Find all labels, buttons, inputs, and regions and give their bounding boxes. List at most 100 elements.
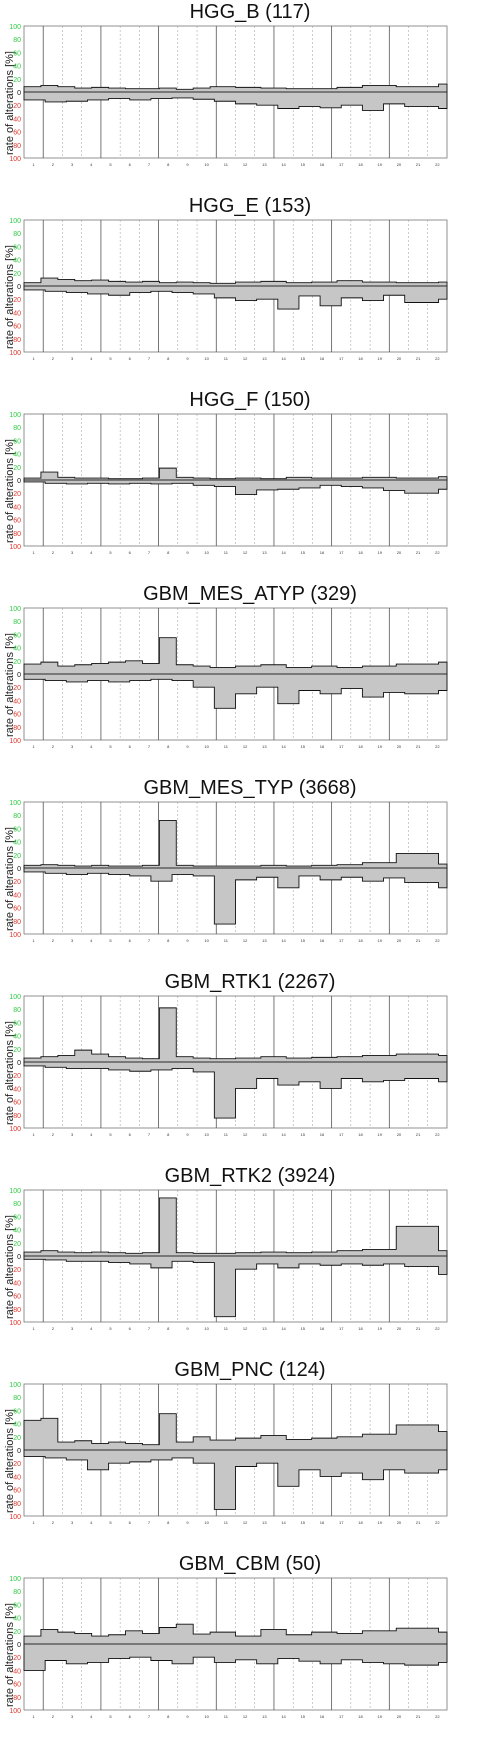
x-tick-label: 19 bbox=[377, 1520, 382, 1525]
x-tick-label: 2 bbox=[52, 550, 55, 555]
x-tick-label: 8 bbox=[167, 1132, 170, 1137]
loss-area bbox=[23, 673, 448, 709]
loss-area bbox=[23, 1643, 448, 1671]
chart-panel: GBM_RTK1 (2267) rate of alterations [%] 10… bbox=[0, 970, 500, 1166]
x-tick-label: 8 bbox=[167, 550, 170, 555]
x-tick-label: 20 bbox=[397, 550, 402, 555]
x-tick-label: 21 bbox=[416, 1132, 421, 1137]
x-tick-label: 20 bbox=[397, 1520, 402, 1525]
x-tick-label: 6 bbox=[129, 1520, 132, 1525]
x-tick-label: 14 bbox=[281, 744, 286, 749]
y-tick-label: 20 bbox=[13, 1629, 21, 1636]
x-tick-label: 7 bbox=[148, 1520, 151, 1525]
x-tick-label: 4 bbox=[90, 550, 93, 555]
x-tick-label: 19 bbox=[377, 1132, 382, 1137]
chart-title: GBM_MES_TYP (3668) bbox=[143, 777, 357, 799]
x-tick-label: 13 bbox=[262, 744, 267, 749]
x-tick-label: 11 bbox=[224, 1520, 229, 1525]
x-tick-label: 22 bbox=[435, 356, 440, 361]
x-tick-label: 17 bbox=[339, 356, 344, 361]
y-tick-label: 20 bbox=[13, 297, 21, 304]
loss-area bbox=[23, 285, 448, 310]
x-tick-label: 2 bbox=[52, 1520, 55, 1525]
x-tick-label: 15 bbox=[301, 938, 306, 943]
x-tick-label: 19 bbox=[377, 1714, 382, 1719]
x-tick-label: 15 bbox=[301, 1520, 306, 1525]
x-tick-label: 17 bbox=[339, 938, 344, 943]
x-tick-label: 11 bbox=[224, 1326, 229, 1331]
x-tick-label: 17 bbox=[339, 744, 344, 749]
x-tick-label: 5 bbox=[109, 162, 112, 167]
y-tick-label: 80 bbox=[13, 813, 21, 820]
chart-title: GBM_PNC (124) bbox=[174, 1359, 326, 1381]
x-tick-label: 12 bbox=[243, 938, 248, 943]
x-tick-label: 6 bbox=[129, 744, 132, 749]
x-tick-label: 13 bbox=[262, 162, 267, 167]
x-tick-label: 17 bbox=[339, 1520, 344, 1525]
gain-area bbox=[23, 1623, 448, 1645]
x-tick-label: 16 bbox=[320, 1520, 325, 1525]
gain-area bbox=[23, 1007, 448, 1063]
chart-title: HGG_E (153) bbox=[188, 195, 312, 217]
y-tick-label: 20 bbox=[13, 1267, 21, 1274]
x-tick-label: 11 bbox=[224, 550, 229, 555]
x-tick-label: 15 bbox=[301, 1132, 306, 1137]
y-tick-label: 60 bbox=[13, 1682, 21, 1689]
y-tick-label: 60 bbox=[13, 632, 21, 639]
x-tick-label: 22 bbox=[435, 550, 440, 555]
x-tick-label: 12 bbox=[243, 1714, 248, 1719]
x-tick-label: 16 bbox=[320, 1132, 325, 1137]
chart-panel: GBM_CBM (50) rate of alterations [%] 100 80… bbox=[0, 1552, 500, 1748]
y-tick-label: 80 bbox=[13, 1695, 21, 1702]
x-tick-label: 9 bbox=[186, 162, 189, 167]
chart-panel: GBM_MES_ATYP (329) rate of alterations [%… bbox=[0, 582, 500, 778]
y-tick-label: 80 bbox=[13, 231, 21, 238]
x-tick-label: 22 bbox=[435, 1714, 440, 1719]
x-tick-label: 16 bbox=[320, 550, 325, 555]
y-tick-label: 20 bbox=[13, 465, 21, 472]
x-tick-label: 14 bbox=[281, 1132, 286, 1137]
x-tick-label: 2 bbox=[52, 1132, 55, 1137]
y-tick-label: 40 bbox=[13, 1228, 21, 1235]
x-tick-label: 12 bbox=[243, 162, 248, 167]
x-tick-label: 13 bbox=[262, 938, 267, 943]
y-tick-label: 20 bbox=[13, 685, 21, 692]
x-tick-label: 3 bbox=[71, 1520, 74, 1525]
y-tick-label: 60 bbox=[13, 1602, 21, 1609]
x-tick-label: 15 bbox=[301, 550, 306, 555]
x-tick-label: 3 bbox=[71, 1714, 74, 1719]
x-tick-label: 9 bbox=[186, 550, 189, 555]
y-tick-label: 0 bbox=[17, 866, 21, 873]
x-tick-label: 8 bbox=[167, 1520, 170, 1525]
y-tick-label: 20 bbox=[13, 853, 21, 860]
chart-panel: HGG_E (153) rate of alterations [%] 100 80 6… bbox=[0, 194, 500, 390]
y-tick-label: 20 bbox=[13, 1655, 21, 1662]
chart-title: HGG_F (150) bbox=[189, 389, 311, 411]
y-tick-label: 20 bbox=[13, 77, 21, 84]
x-tick-label: 3 bbox=[71, 1326, 74, 1331]
x-tick-label: 2 bbox=[52, 356, 55, 361]
y-tick-label: 60 bbox=[13, 518, 21, 525]
y-tick-label: 80 bbox=[13, 37, 21, 44]
x-tick-label: 9 bbox=[186, 1326, 189, 1331]
x-tick-label: 15 bbox=[301, 744, 306, 749]
x-tick-label: 1 bbox=[32, 1714, 35, 1719]
x-tick-label: 18 bbox=[358, 162, 363, 167]
y-tick-label: 20 bbox=[13, 1461, 21, 1468]
x-tick-label: 6 bbox=[129, 1132, 132, 1137]
x-tick-label: 1 bbox=[32, 938, 35, 943]
x-tick-label: 14 bbox=[281, 162, 286, 167]
x-tick-label: 18 bbox=[358, 1714, 363, 1719]
x-tick-label: 13 bbox=[262, 1714, 267, 1719]
y-tick-label: 20 bbox=[13, 271, 21, 278]
y-tick-label: 0 bbox=[17, 1448, 21, 1455]
y-tick-label: 80 bbox=[13, 531, 21, 538]
x-tick-label: 21 bbox=[416, 162, 421, 167]
x-tick-label: 17 bbox=[339, 1326, 344, 1331]
y-tick-label: 0 bbox=[17, 1060, 21, 1067]
x-tick-label: 5 bbox=[109, 1132, 112, 1137]
y-tick-label: 20 bbox=[13, 879, 21, 886]
y-tick-label: 20 bbox=[13, 103, 21, 110]
x-tick-label: 3 bbox=[71, 744, 74, 749]
